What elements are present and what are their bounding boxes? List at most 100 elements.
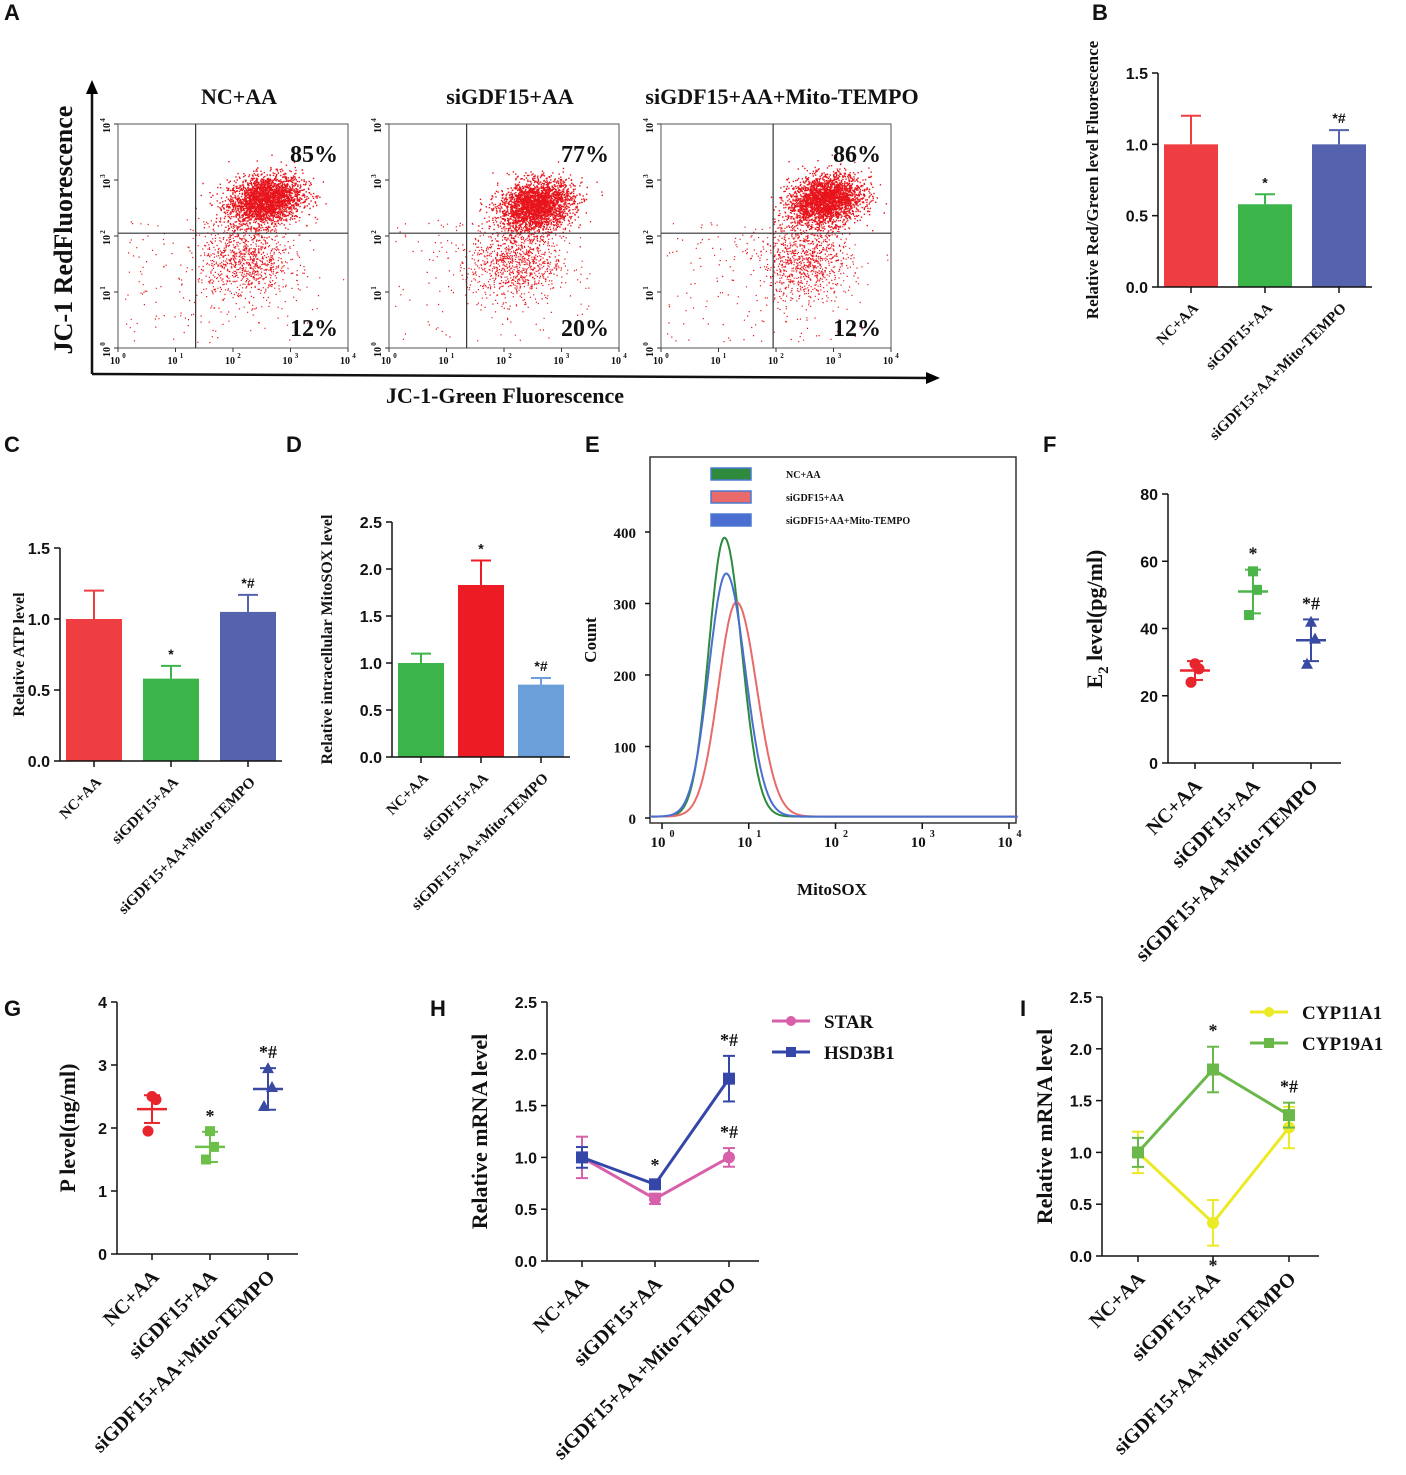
panel-a-plot-title: siGDF15+AA	[446, 84, 574, 109]
panel-e-x-tick-exponent: 1	[756, 829, 761, 840]
panel-e-x-tick-exponent: 2	[843, 829, 848, 840]
panel-d-y-label: Relative intracellular MitoSOX level	[319, 514, 336, 764]
panel-a-x-tick-label: 10	[110, 356, 120, 367]
panel-a-y-tick-exponent: 0	[99, 342, 107, 346]
panel-e-x-tick-exponent: 0	[670, 829, 675, 840]
panel-d-x-tick-label: NC+AA	[384, 770, 432, 818]
panel-i-point	[1207, 1216, 1219, 1229]
panel-f-point	[1309, 632, 1321, 644]
panel-b-bar	[1164, 144, 1218, 287]
panel-a-x-tick-exponent: 4	[623, 352, 627, 360]
panel-d-bar	[398, 663, 444, 757]
panel-b-y-tick-label: 1.0	[1126, 137, 1148, 154]
panel-a-y-tick-label: 10	[373, 235, 384, 245]
panel-h-y-tick-label: 2.0	[515, 1047, 537, 1064]
panel-a-x-tick-label: 10	[883, 356, 893, 367]
panel-c-y-label: Relative ATP level	[11, 592, 28, 717]
panel-e-legend-label: siGDF15+AA+Mito-TEMPO	[786, 516, 910, 527]
panel-a-x-tick-exponent: 3	[566, 352, 570, 360]
panel-h-point	[723, 1072, 735, 1085]
panel-h-legend-label: STAR	[824, 1012, 874, 1033]
panel-h-y-tick-label: 0.0	[515, 1254, 537, 1271]
panel-b-y-tick-label: 0.0	[1126, 280, 1148, 297]
panel-c-bar	[66, 619, 122, 761]
panel-e-frame	[649, 456, 1017, 824]
panel-a-lower-right-percent: 12%	[833, 316, 881, 342]
panel-b-x-tick-label: siGDF15+AA+Mito-TEMPO	[1207, 301, 1350, 444]
panel-a-x-tick-exponent: 1	[723, 352, 727, 360]
panel-d-significance-mark: *	[478, 541, 484, 557]
panel-e-y-tick-label: 0	[629, 812, 637, 828]
panel-i-y-label: Relative mRNA level	[1032, 1029, 1057, 1225]
panel-a-y-tick-label: 10	[102, 179, 113, 189]
panel-e-histogram-line	[650, 536, 1018, 818]
panel-label-c: C	[4, 432, 20, 457]
panel-g-y-tick-label: 3	[98, 1058, 107, 1075]
panel-e-legend-swatch	[710, 513, 752, 527]
panel-a-y-tick-label: 10	[102, 291, 113, 301]
panel-b-x-tick-label: NC+AA	[1154, 300, 1202, 348]
panel-a-y-tick-exponent: 3	[99, 174, 107, 178]
panel-a-x-label: JC-1-Green Fluorescence	[386, 383, 624, 408]
panel-d-y-tick-label: 2.5	[360, 515, 382, 532]
panel-a-y-tick-label: 10	[645, 179, 656, 189]
panel-a-y-tick-exponent: 0	[642, 342, 650, 346]
panel-f-point	[1305, 615, 1317, 627]
panel-a-y-tick-label: 10	[645, 291, 656, 301]
panel-f-point	[1185, 676, 1197, 688]
panel-b-x-tick-label: siGDF15+AA	[1203, 300, 1276, 373]
panel-b-significance-mark: *#	[1332, 110, 1345, 126]
panel-label-g: G	[4, 996, 21, 1021]
panel-i-y-tick-label: 1.5	[1070, 1094, 1092, 1111]
panel-a-y-tick-exponent: 4	[642, 118, 650, 122]
panel-a-x-tick-exponent: 2	[508, 352, 512, 360]
panel-label-d: D	[286, 432, 302, 457]
panel-h-legend-marker	[786, 1047, 796, 1057]
panel-f-y-tick-label: 40	[1140, 622, 1158, 639]
panel-f-y-label: E2 level(pg/ml)	[1082, 550, 1112, 689]
panel-a-x-tick-label: 10	[283, 356, 293, 367]
panel-a-x-tick-label: 10	[554, 356, 564, 367]
panel-a-upper-right-percent: 86%	[833, 142, 881, 168]
panel-g-point	[146, 1091, 158, 1102]
panel-e-x-tick-label: 10	[651, 835, 666, 851]
panel-d-y-tick-label: 0.5	[360, 703, 382, 720]
panel-h-point	[649, 1192, 661, 1205]
panel-a-x-tick-exponent: 3	[295, 352, 299, 360]
panel-i-legend-label: CYP11A1	[1302, 1003, 1382, 1024]
panel-a-y-arrow	[86, 80, 98, 94]
panel-d-bar	[518, 684, 564, 757]
panel-f-point	[1189, 658, 1201, 670]
panel-c-y-tick-label: 1.0	[28, 612, 50, 629]
panel-i-y-tick-label: 0.0	[1070, 1249, 1092, 1266]
panel-e-legend-label: NC+AA	[786, 470, 821, 481]
panel-a-outer-x-axis	[91, 372, 931, 380]
panel-e-x-tick-label: 10	[998, 835, 1013, 851]
panel-label-f: F	[1043, 432, 1056, 457]
panel-c-y-tick-label: 0.5	[28, 683, 50, 700]
panel-f-point	[1248, 566, 1258, 577]
panel-f-y-tick-label: 0	[1149, 756, 1158, 773]
panel-label-h: H	[430, 996, 446, 1021]
panel-a-y-tick-label: 10	[645, 347, 656, 357]
panel-b-y-tick-label: 1.5	[1126, 66, 1148, 83]
panel-c-x-tick-label: siGDF15+AA+Mito-TEMPO	[116, 775, 259, 918]
panel-i-y-tick-label: 1.0	[1070, 1145, 1092, 1162]
panel-g-point	[262, 1062, 274, 1074]
panel-e-histogram-line	[650, 572, 1018, 818]
panel-a-x-tick-label: 10	[611, 356, 621, 367]
panel-a-x-tick-exponent: 1	[180, 352, 184, 360]
panel-f-point	[1252, 584, 1262, 595]
panel-a-y-tick-exponent: 2	[370, 230, 378, 234]
panel-d-bar	[458, 584, 504, 757]
panel-a-y-tick-label: 10	[373, 179, 384, 189]
panel-a-x-tick-label: 10	[826, 356, 836, 367]
panel-a-x-tick-label: 10	[496, 356, 506, 367]
panel-a-y-tick-label: 10	[102, 123, 113, 133]
panel-label-a: A	[4, 0, 20, 25]
panel-a-event-dots	[666, 154, 889, 343]
panel-c-bar	[220, 611, 276, 761]
